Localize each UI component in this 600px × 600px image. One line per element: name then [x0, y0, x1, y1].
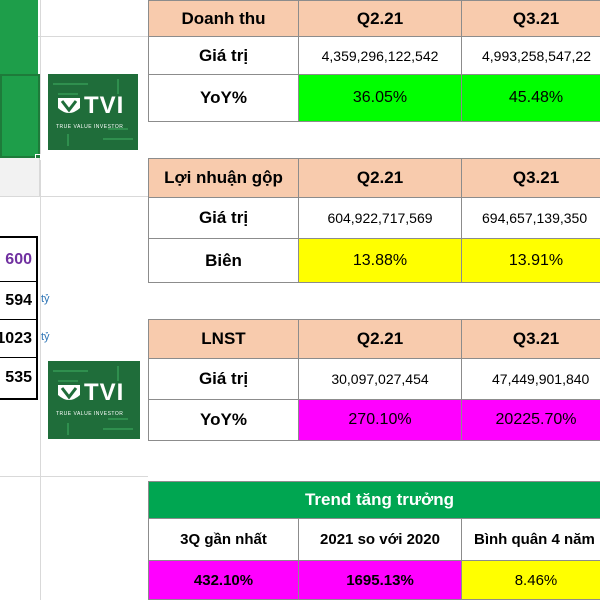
empty-cell-gray[interactable]	[0, 158, 40, 196]
revenue-yoy-q2[interactable]: 36.05%	[298, 74, 462, 122]
left-number-1[interactable]: 600	[0, 238, 38, 282]
tvi-shield-logo-icon	[53, 79, 133, 146]
tvi-logo: TVI TRUE VALUE INVESTOR	[48, 361, 140, 439]
trend-value-avg[interactable]: 8.46%	[461, 560, 600, 600]
gross-row-label[interactable]: Giá trị	[148, 197, 299, 239]
gross-margin-q2[interactable]: 13.88%	[298, 238, 462, 283]
sheet-gridline	[0, 476, 148, 477]
net-title[interactable]: LNST	[148, 319, 299, 359]
trend-title[interactable]: Trend tăng trưởng	[148, 481, 600, 519]
left-number-2[interactable]: 594	[0, 282, 38, 320]
gross-col-q2[interactable]: Q2.21	[298, 158, 462, 198]
sheet-gridline	[0, 36, 148, 37]
net-yoy-q3[interactable]: 20225.70%	[461, 399, 600, 441]
gross-margin-q3[interactable]: 13.91%	[461, 238, 600, 283]
logo-tagline: TRUE VALUE INVESTOR	[56, 124, 124, 130]
trend-col-3q[interactable]: 3Q gần nhất	[148, 518, 299, 561]
trend-value-2021[interactable]: 1695.13%	[298, 560, 462, 600]
sheet-gridline	[40, 0, 41, 600]
revenue-yoy-q3[interactable]: 45.48%	[461, 74, 600, 122]
revenue-value-q2[interactable]: 4,359,296,122,542	[298, 36, 462, 75]
net-col-q3[interactable]: Q3.21	[461, 319, 600, 359]
tvi-logo: TVI TRUE VALUE INVESTOR	[48, 74, 138, 150]
left-number-3[interactable]: 1023	[0, 320, 38, 358]
gross-row-label[interactable]: Biên	[148, 238, 299, 283]
net-row-label[interactable]: Giá trị	[148, 358, 299, 400]
net-row-label[interactable]: YoY%	[148, 399, 299, 441]
net-value-q2[interactable]: 30,097,027,454	[298, 358, 462, 400]
trend-value-3q[interactable]: 432.10%	[148, 560, 299, 600]
selected-cell-fill[interactable]	[0, 0, 38, 157]
trend-col-avg[interactable]: Bình quân 4 năm	[461, 518, 600, 561]
logo-brand: TVI	[84, 92, 125, 119]
logo-brand: TVI	[84, 379, 125, 406]
trend-col-2021[interactable]: 2021 so với 2020	[298, 518, 462, 561]
logo-tagline: TRUE VALUE INVESTOR	[56, 411, 124, 417]
cell-selection-border[interactable]	[0, 74, 40, 158]
left-number-4[interactable]: 535	[0, 358, 38, 400]
net-value-q3[interactable]: 47,449,901,840	[461, 358, 600, 400]
tvi-shield-logo-icon	[53, 366, 133, 435]
revenue-row-label[interactable]: Giá trị	[148, 36, 299, 75]
sheet-gridline	[0, 196, 148, 197]
gross-title[interactable]: Lợi nhuận gộp	[148, 158, 299, 198]
gross-col-q3[interactable]: Q3.21	[461, 158, 600, 198]
left-number-box	[0, 236, 38, 400]
net-yoy-q2[interactable]: 270.10%	[298, 399, 462, 441]
revenue-title[interactable]: Doanh thu	[148, 0, 299, 37]
gross-value-q2[interactable]: 604,922,717,569	[298, 197, 462, 239]
unit-label: tỷ	[41, 331, 50, 343]
gross-value-q3[interactable]: 694,657,139,350	[461, 197, 600, 239]
net-col-q2[interactable]: Q2.21	[298, 319, 462, 359]
unit-label: tỷ	[41, 293, 50, 305]
revenue-value-q3[interactable]: 4,993,258,547,22	[461, 36, 600, 75]
revenue-col-q2[interactable]: Q2.21	[298, 0, 462, 37]
revenue-row-label[interactable]: YoY%	[148, 74, 299, 122]
revenue-col-q3[interactable]: Q3.21	[461, 0, 600, 37]
